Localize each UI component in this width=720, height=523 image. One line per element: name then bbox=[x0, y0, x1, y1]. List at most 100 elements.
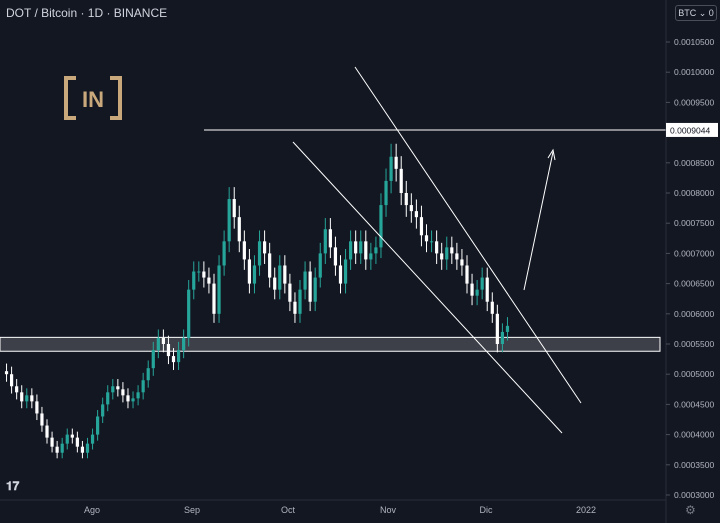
y-tick-label: 0.0004500 bbox=[674, 399, 714, 409]
currency-suffix: 0 bbox=[708, 8, 714, 18]
candle-body bbox=[318, 253, 322, 278]
candle-body bbox=[465, 265, 469, 284]
x-tick-label: Oct bbox=[281, 505, 296, 515]
candle-body bbox=[409, 205, 413, 212]
candle-body bbox=[460, 259, 464, 266]
candle-body bbox=[480, 277, 484, 290]
y-tick-label: 0.0010500 bbox=[674, 37, 714, 47]
y-tick-label: 0.0007500 bbox=[674, 218, 714, 228]
candle-body bbox=[182, 337, 186, 351]
y-tick-label: 0.0005000 bbox=[674, 369, 714, 379]
candle-body bbox=[146, 368, 150, 381]
candle-body bbox=[35, 401, 39, 414]
candle-body bbox=[485, 277, 489, 302]
candle-body bbox=[176, 350, 181, 363]
candle-body bbox=[288, 283, 292, 302]
y-tick-label: 0.0005500 bbox=[674, 339, 714, 349]
candle-body bbox=[80, 446, 85, 453]
time-axis[interactable]: Ago Sep Oct Nov Dic 2022 bbox=[0, 499, 666, 515]
candle-body bbox=[20, 392, 24, 402]
candle-body bbox=[207, 277, 211, 284]
candle-body bbox=[136, 392, 140, 399]
candle-body bbox=[232, 199, 236, 218]
candle-body bbox=[156, 337, 160, 351]
arrow-head bbox=[547, 148, 556, 161]
y-tick-label: 0.0008000 bbox=[674, 188, 714, 198]
candle-body bbox=[111, 386, 115, 393]
price-axis[interactable]: 0.00105000.00100000.00095000.00090000.00… bbox=[665, 0, 718, 523]
candle-body bbox=[252, 265, 257, 284]
logo-text: IN bbox=[82, 87, 104, 112]
candle-body bbox=[30, 395, 34, 402]
candle-body bbox=[202, 271, 206, 278]
candle-body bbox=[166, 344, 171, 357]
x-tick-label: Nov bbox=[380, 505, 397, 515]
candle-body bbox=[414, 211, 418, 218]
candle-body bbox=[268, 253, 272, 278]
candle-body bbox=[343, 259, 348, 284]
candle-body bbox=[313, 277, 317, 302]
candle-body bbox=[257, 241, 262, 266]
candles bbox=[4, 143, 510, 459]
x-tick-label: Ago bbox=[84, 505, 100, 515]
candle-body bbox=[247, 259, 252, 284]
candle-body bbox=[65, 434, 69, 444]
candle-body bbox=[55, 446, 59, 453]
candle-body bbox=[429, 241, 434, 243]
candle-body bbox=[354, 241, 358, 254]
candle-body bbox=[15, 386, 19, 393]
channel-lower-line bbox=[292, 141, 563, 434]
candle-body bbox=[75, 437, 79, 447]
candle-body bbox=[470, 283, 474, 296]
candle-body bbox=[308, 271, 312, 302]
candle-body bbox=[131, 398, 135, 402]
candle-body bbox=[278, 265, 282, 290]
candle-body bbox=[490, 301, 494, 314]
candle-body bbox=[323, 229, 327, 254]
candle-body bbox=[389, 156, 393, 181]
breakout-arrow bbox=[523, 151, 554, 291]
candle-body bbox=[273, 277, 277, 290]
trend-lines bbox=[204, 66, 666, 434]
candle-body bbox=[237, 217, 241, 242]
candle-body bbox=[192, 271, 196, 290]
candle-body bbox=[96, 416, 100, 435]
candle-body bbox=[262, 241, 267, 254]
candle-body bbox=[379, 205, 383, 248]
candle-body bbox=[419, 217, 424, 236]
candle-body bbox=[70, 434, 74, 438]
candle-body bbox=[445, 247, 449, 260]
y-tick-label: 0.0003000 bbox=[674, 490, 714, 500]
candle-body bbox=[4, 371, 9, 375]
candle-body bbox=[495, 313, 499, 344]
candle-body bbox=[298, 289, 302, 314]
candle-body bbox=[242, 241, 246, 260]
candle-body bbox=[435, 241, 439, 254]
channel-upper-line bbox=[354, 66, 582, 404]
candle-body bbox=[369, 253, 373, 260]
candle-body bbox=[116, 386, 120, 390]
candle-body bbox=[227, 199, 231, 242]
candle-body bbox=[126, 395, 130, 402]
candle-body bbox=[500, 331, 505, 344]
y-tick-label: 0.0004000 bbox=[674, 430, 714, 440]
tradingview-icon: 𝟏𝟕 bbox=[6, 479, 20, 493]
y-tick-label: 0.0003500 bbox=[674, 460, 714, 470]
candle-body bbox=[161, 337, 165, 344]
candle-body bbox=[333, 247, 338, 266]
candle-body bbox=[303, 271, 307, 290]
candle-body bbox=[450, 247, 454, 254]
candle-body bbox=[9, 374, 14, 387]
candle-body bbox=[171, 356, 176, 363]
candle-body bbox=[283, 265, 287, 284]
gear-icon[interactable]: ⚙ bbox=[685, 503, 696, 517]
currency-button[interactable]: BTC ⌄ 0 bbox=[675, 5, 717, 21]
candle-body bbox=[217, 265, 221, 314]
x-tick-label: 2022 bbox=[576, 505, 596, 515]
candle-body bbox=[404, 193, 408, 206]
candle-body bbox=[141, 380, 145, 393]
candle-body bbox=[50, 437, 54, 447]
candle-body bbox=[349, 241, 353, 260]
candle-body bbox=[399, 168, 403, 193]
candle-body bbox=[40, 413, 44, 426]
